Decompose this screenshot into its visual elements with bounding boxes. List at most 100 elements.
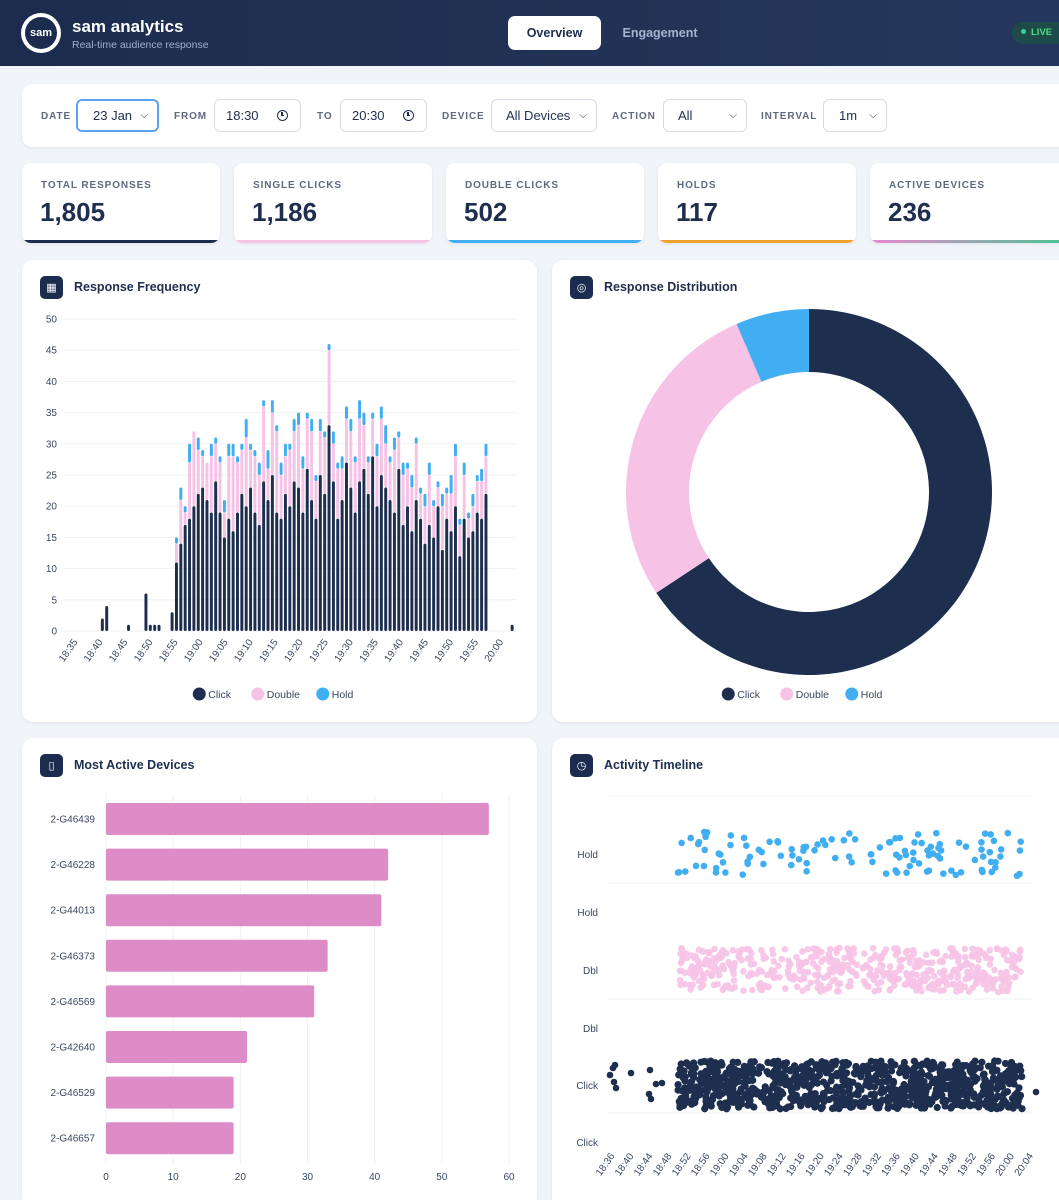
- point-hold: [803, 868, 810, 875]
- legend-swatch-click: [192, 687, 206, 701]
- bar-click: [105, 606, 109, 631]
- point-hold: [892, 867, 899, 874]
- bar-hold: [222, 499, 226, 513]
- point-click: [1032, 1088, 1040, 1096]
- bar-double: [449, 493, 453, 532]
- point-double: [903, 971, 911, 979]
- point-double: [681, 981, 689, 988]
- point-double: [909, 946, 917, 954]
- point-hold: [846, 830, 853, 837]
- bar-hold: [401, 462, 405, 475]
- point-click: [987, 1084, 995, 1092]
- point-double: [731, 983, 739, 991]
- y-tick-label: Click: [576, 1081, 599, 1092]
- bar-chart-icon: ▦: [40, 276, 63, 299]
- y-tick-label: Click: [576, 1138, 599, 1149]
- x-tick-label: 10: [168, 1172, 180, 1183]
- bar-click: [227, 518, 231, 631]
- bar-double: [270, 412, 274, 475]
- point-double: [847, 977, 854, 985]
- point-double: [882, 946, 890, 953]
- pie-slice-click: [656, 309, 993, 675]
- point-click: [828, 1104, 837, 1113]
- bar-click: [362, 468, 366, 631]
- point-double: [924, 974, 931, 982]
- bar-double: [192, 431, 196, 507]
- point-double: [886, 963, 894, 970]
- point-click: [906, 1067, 914, 1075]
- stat-card-total-responses: TOTAL RESPONSES 1,805: [22, 163, 220, 243]
- point-click: [1005, 1103, 1014, 1111]
- point-click: [857, 1073, 865, 1081]
- x-tick-label: 19:20: [803, 1151, 827, 1178]
- point-double: [936, 987, 944, 994]
- stopwatch-icon: ◷: [570, 754, 593, 777]
- date-select[interactable]: 23 Jan ⌵: [76, 99, 159, 132]
- device-icon: ▯: [40, 754, 63, 777]
- to-time-input[interactable]: 20:30: [340, 99, 427, 132]
- x-tick-label: 19:32: [860, 1151, 884, 1178]
- point-double: [849, 958, 857, 966]
- point-double: [952, 982, 960, 990]
- point-click: [964, 1076, 972, 1084]
- bar-hold: [467, 512, 471, 519]
- bar-click: [453, 506, 457, 631]
- bar-click: [188, 518, 192, 631]
- interval-select[interactable]: 1m ⌵: [823, 99, 887, 132]
- device-select[interactable]: All Devices ⌵: [491, 99, 597, 132]
- point-double: [947, 945, 954, 952]
- most-active-devices-card: ▯ Most Active Devices 0 10 20 30 40 50 60 2-G46…: [22, 738, 537, 1200]
- point-hold: [1013, 872, 1021, 880]
- point-click: [713, 1066, 721, 1075]
- bar-hold: [353, 456, 357, 463]
- point-double: [711, 963, 719, 971]
- point-click: [842, 1058, 850, 1067]
- point-double: [689, 981, 696, 989]
- point-click: [764, 1058, 772, 1067]
- bar-click: [484, 493, 488, 631]
- point-click: [884, 1104, 892, 1112]
- bar-click: [283, 493, 287, 631]
- from-time-input[interactable]: 18:30: [214, 99, 301, 132]
- x-tick-label: 19:05: [207, 637, 231, 664]
- bar-click: [358, 481, 362, 631]
- point-double: [760, 951, 767, 959]
- point-click: [789, 1097, 797, 1105]
- tab-engagement[interactable]: Engagement: [622, 26, 698, 40]
- bar-double: [392, 450, 396, 513]
- x-tick-label: 19:48: [937, 1151, 961, 1178]
- x-tick-label: 50: [436, 1172, 448, 1183]
- response-frequency-card: ▦ Response Frequency 0 5 10 15 20 25 30 35 40 45 5…: [22, 260, 537, 722]
- bar-double: [375, 456, 379, 507]
- bar-double: [310, 431, 314, 500]
- point-double: [1004, 984, 1012, 992]
- bar-double: [218, 462, 222, 513]
- bar-hold: [231, 443, 235, 457]
- app-logo[interactable]: sam: [21, 13, 61, 53]
- stat-accent-bar: [234, 240, 432, 243]
- legend-label-hold: Hold: [861, 689, 883, 701]
- bar-double: [283, 456, 287, 494]
- interval-label: INTERVAL: [761, 111, 818, 122]
- point-click: [862, 1097, 870, 1105]
- point-click: [767, 1091, 775, 1100]
- bar-hold: [414, 437, 418, 444]
- bar-hold: [310, 418, 314, 432]
- point-hold: [727, 832, 735, 839]
- bar-click: [292, 481, 296, 631]
- bar-hold: [471, 493, 475, 507]
- point-click: [900, 1058, 908, 1067]
- point-double: [986, 961, 994, 968]
- point-double: [986, 974, 993, 982]
- bar-double: [371, 418, 375, 457]
- point-double: [775, 962, 782, 970]
- bar-hold: [327, 343, 331, 351]
- bar-hold: [288, 443, 292, 451]
- bar-double: [305, 418, 309, 469]
- action-select[interactable]: All ⌵: [663, 99, 747, 132]
- tab-overview[interactable]: Overview: [508, 16, 601, 50]
- stat-accent-bar: [870, 240, 1059, 243]
- point-double: [833, 988, 841, 995]
- point-hold: [692, 862, 700, 870]
- point-hold: [744, 858, 751, 865]
